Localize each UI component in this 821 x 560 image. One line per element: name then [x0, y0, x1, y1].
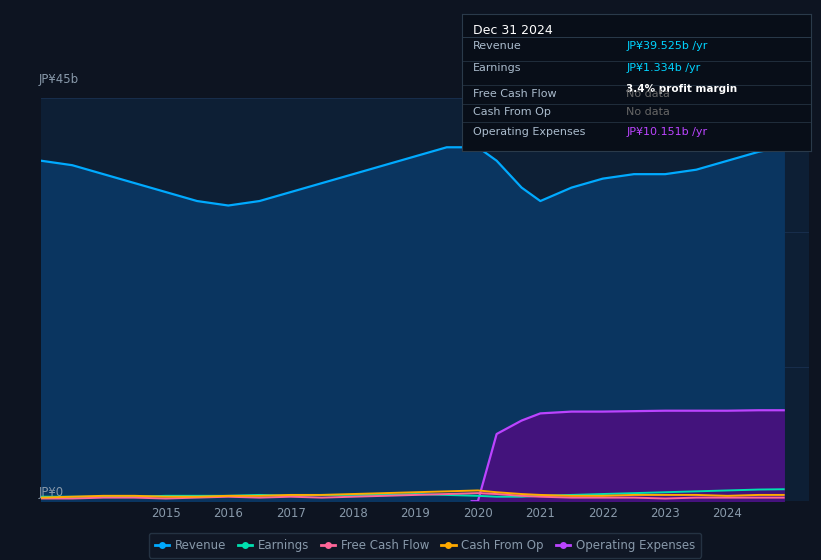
Text: Earnings: Earnings [473, 63, 521, 73]
Text: JP¥10.151b /yr: JP¥10.151b /yr [626, 127, 708, 137]
Text: Free Cash Flow: Free Cash Flow [473, 89, 557, 99]
Text: No data: No data [626, 106, 670, 116]
Text: Revenue: Revenue [473, 41, 521, 52]
Text: JP¥1.334b /yr: JP¥1.334b /yr [626, 63, 700, 73]
Text: 3.4% profit margin: 3.4% profit margin [626, 84, 737, 94]
Text: Operating Expenses: Operating Expenses [473, 127, 585, 137]
Text: JP¥0: JP¥0 [39, 486, 64, 499]
Text: JP¥39.525b /yr: JP¥39.525b /yr [626, 41, 708, 52]
Text: JP¥45b: JP¥45b [39, 73, 79, 86]
Text: Dec 31 2024: Dec 31 2024 [473, 24, 553, 36]
Text: Cash From Op: Cash From Op [473, 106, 551, 116]
Text: No data: No data [626, 89, 670, 99]
Legend: Revenue, Earnings, Free Cash Flow, Cash From Op, Operating Expenses: Revenue, Earnings, Free Cash Flow, Cash … [149, 533, 701, 558]
